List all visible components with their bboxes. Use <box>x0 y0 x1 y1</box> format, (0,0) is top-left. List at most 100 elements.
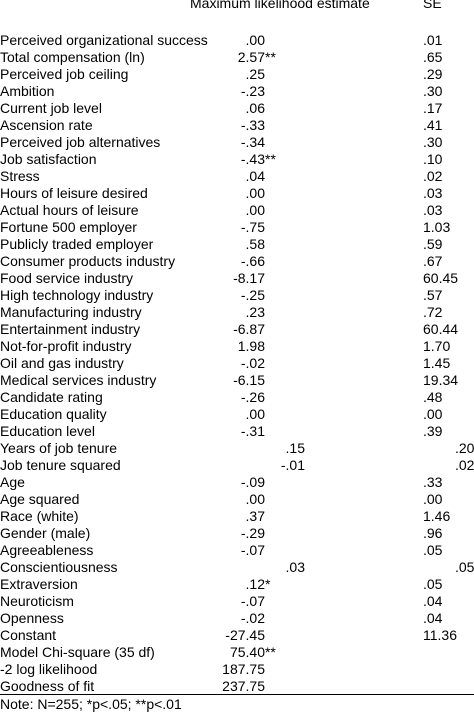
standard-error: .67 <box>423 253 443 269</box>
estimate: -6.87 <box>233 321 265 337</box>
standard-error: .57 <box>423 287 443 303</box>
estimate: -.75 <box>240 219 265 235</box>
standard-error: .02 <box>455 457 474 473</box>
standard-error: 60.44 <box>423 321 459 337</box>
row-label: Goodness of fit <box>0 678 95 694</box>
standard-error: .20 <box>455 440 474 456</box>
row-label: Extraversion <box>0 576 78 592</box>
row-label: Perceived organizational success <box>0 32 208 48</box>
row-label: Neuroticism <box>0 593 74 609</box>
row-label: Current job level <box>0 100 102 116</box>
standard-error: .00 <box>423 491 443 507</box>
estimate: -6.15 <box>233 372 265 388</box>
estimate: -.25 <box>240 287 265 303</box>
standard-error: .05 <box>455 559 474 575</box>
estimate: -.02 <box>240 355 265 371</box>
estimate: .23 <box>245 304 265 320</box>
standard-error: .17 <box>423 100 443 116</box>
estimate-header: Maximum likelihood estimate <box>190 0 370 11</box>
estimate: -.23 <box>240 83 265 99</box>
estimate: 75.40** <box>229 644 276 660</box>
estimate: .00 <box>245 491 265 507</box>
estimate: -.26 <box>240 389 265 405</box>
estimate: 237.75 <box>222 678 265 694</box>
estimate: -.43** <box>240 151 276 167</box>
row-label: High technology industry <box>0 287 154 303</box>
row-label: Total compensation (ln) <box>0 49 145 65</box>
row-label: Constant <box>0 627 57 643</box>
estimate: -27.45 <box>225 627 265 643</box>
standard-error: .03 <box>423 202 443 218</box>
estimate: -.07 <box>240 593 265 609</box>
standard-error: .29 <box>423 66 443 82</box>
standard-error: .72 <box>423 304 443 320</box>
standard-error: .65 <box>423 49 443 65</box>
row-label: Perceived job alternatives <box>0 134 161 150</box>
row-label: Model Chi-square (35 df) <box>0 644 155 660</box>
estimate: .15 <box>285 440 305 456</box>
row-label: Perceived job ceiling <box>0 66 129 82</box>
estimate: .00 <box>245 406 265 422</box>
estimate: .00 <box>245 202 265 218</box>
row-label: Agreeableness <box>0 542 94 558</box>
standard-error: .05 <box>423 542 443 558</box>
estimate: .12* <box>245 576 271 592</box>
estimate: .00 <box>245 185 265 201</box>
standard-error: .33 <box>423 474 443 490</box>
standard-error: .30 <box>423 83 443 99</box>
row-label: Hours of leisure desired <box>0 185 148 201</box>
estimate: -.29 <box>240 525 265 541</box>
estimate: 1.98 <box>237 338 265 354</box>
standard-error: .59 <box>423 236 443 252</box>
row-label: Actual hours of leisure <box>0 202 139 218</box>
standard-error: 1.45 <box>423 355 451 371</box>
standard-error: .01 <box>423 32 443 48</box>
row-label: Openness <box>0 610 64 626</box>
row-label: Manufacturing industry <box>0 304 142 320</box>
row-label: Conscientiousness <box>0 559 118 575</box>
row-label: Food service industry <box>0 270 134 286</box>
estimate: 187.75 <box>222 661 265 677</box>
standard-error: 11.36 <box>423 627 457 643</box>
estimate: -.01 <box>280 457 305 473</box>
row-label: Age <box>0 474 25 490</box>
standard-error: .00 <box>423 406 443 422</box>
row-label: Entertainment industry <box>0 321 141 337</box>
standard-error: .41 <box>423 117 443 133</box>
standard-error: .05 <box>423 576 443 592</box>
row-label: Years of job tenure <box>0 440 118 456</box>
estimate: -.07 <box>240 542 265 558</box>
row-label: Publicly traded employer <box>0 236 154 252</box>
estimate: -.02 <box>240 610 265 626</box>
estimate: -.34 <box>240 134 265 150</box>
row-label: Age squared <box>0 491 80 507</box>
estimate: -8.17 <box>233 270 265 286</box>
standard-error: .02 <box>423 168 443 184</box>
row-label: Medical services industry <box>0 372 157 388</box>
standard-error: .96 <box>423 525 443 541</box>
row-label: -2 log likelihood <box>0 661 98 677</box>
row-label: Job tenure squared <box>0 457 121 473</box>
se-header: SE <box>423 0 442 11</box>
estimate: -.33 <box>240 117 265 133</box>
row-label: Job satisfaction <box>0 151 97 167</box>
standard-error: 1.03 <box>423 219 451 235</box>
standard-error: 1.46 <box>423 508 451 524</box>
row-label: Education level <box>0 423 95 439</box>
standard-error: .30 <box>423 134 443 150</box>
standard-error: .39 <box>423 423 443 439</box>
estimate: .58 <box>245 236 265 252</box>
standard-error: .10 <box>423 151 443 167</box>
estimate: .37 <box>245 508 265 524</box>
standard-error: .03 <box>423 185 443 201</box>
estimate: -.31 <box>240 423 265 439</box>
estimate: .03 <box>285 559 305 575</box>
standard-error: .48 <box>423 389 443 405</box>
estimate: -.09 <box>240 474 265 490</box>
estimate: .25 <box>245 66 265 82</box>
estimate: -.66 <box>240 253 265 269</box>
row-label: Ambition <box>0 83 55 99</box>
standard-error: 19.34 <box>423 372 459 388</box>
standard-error: 1.70 <box>423 338 451 354</box>
